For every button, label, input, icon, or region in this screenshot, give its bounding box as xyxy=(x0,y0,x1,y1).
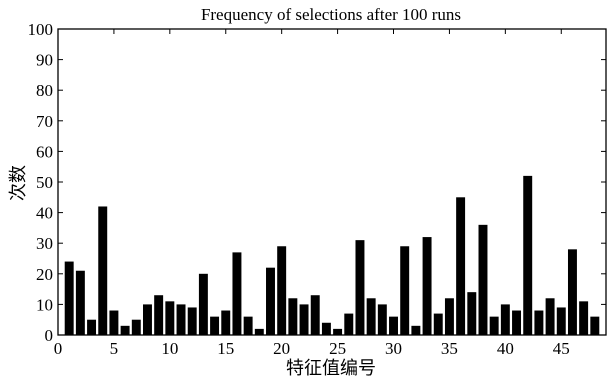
bar-47 xyxy=(579,301,589,335)
bar-16 xyxy=(232,252,242,335)
bars-group xyxy=(64,175,600,335)
bar-45 xyxy=(556,307,566,335)
y-tick-label-70: 70 xyxy=(36,112,53,131)
y-tick-label-50: 50 xyxy=(36,173,53,192)
bar-24 xyxy=(321,322,331,335)
bar-3 xyxy=(87,319,97,335)
y-tick-label-30: 30 xyxy=(36,234,53,253)
bar-34 xyxy=(433,313,443,335)
bar-4 xyxy=(98,206,108,335)
bar-43 xyxy=(534,310,544,335)
bar-35 xyxy=(444,298,454,335)
x-tick-label-15: 15 xyxy=(217,339,234,358)
y-tick-label-100: 100 xyxy=(28,20,54,39)
x-tick-label-20: 20 xyxy=(273,339,290,358)
y-tick-label-20: 20 xyxy=(36,265,53,284)
y-tick-label-10: 10 xyxy=(36,295,53,314)
x-tick-label-30: 30 xyxy=(385,339,402,358)
bar-9 xyxy=(154,295,164,335)
bar-7 xyxy=(131,319,141,335)
bar-28 xyxy=(366,298,376,335)
x-tick-label-0: 0 xyxy=(54,339,63,358)
x-tick-label-35: 35 xyxy=(441,339,458,358)
bar-32 xyxy=(411,325,421,335)
bar-12 xyxy=(187,307,197,335)
bar-42 xyxy=(523,175,533,335)
bar-40 xyxy=(500,304,510,335)
bar-15 xyxy=(221,310,231,335)
bar-14 xyxy=(210,316,220,335)
bar-36 xyxy=(456,197,466,335)
y-tick-label-80: 80 xyxy=(36,81,53,100)
ticks-group: 0 5 10 15 20 25 30 35 40 45 0 10 20 30 40 50 60 70 80 90 100 xyxy=(28,20,606,358)
bar-6 xyxy=(120,325,130,335)
bar-20 xyxy=(277,246,287,335)
bar-18 xyxy=(254,328,264,335)
bar-46 xyxy=(567,249,577,335)
y-tick-label-0: 0 xyxy=(45,326,54,345)
x-tick-label-10: 10 xyxy=(161,339,178,358)
bar-27 xyxy=(355,240,365,335)
x-tick-label-5: 5 xyxy=(110,339,119,358)
x-tick-label-40: 40 xyxy=(497,339,514,358)
bar-1 xyxy=(64,261,74,335)
bar-2 xyxy=(75,270,85,335)
bar-39 xyxy=(489,316,499,335)
x-axis-label: 特征值编号 xyxy=(286,358,376,378)
x-tick-label-45: 45 xyxy=(553,339,570,358)
bar-37 xyxy=(467,292,477,335)
bar-23 xyxy=(310,295,320,335)
bar-44 xyxy=(545,298,555,335)
bar-30 xyxy=(389,316,398,335)
bar-41 xyxy=(512,310,522,335)
bar-21 xyxy=(288,298,298,335)
y-tick-label-60: 60 xyxy=(36,142,53,161)
bar-17 xyxy=(243,316,253,335)
bar-5 xyxy=(109,310,119,335)
bar-38 xyxy=(478,224,488,335)
bar-8 xyxy=(143,304,152,335)
bar-10 xyxy=(165,301,175,335)
y-tick-label-90: 90 xyxy=(36,51,53,70)
y-axis-label: 次数 xyxy=(8,165,29,201)
bar-13 xyxy=(198,273,208,335)
chart-title: Frequency of selections after 100 runs xyxy=(201,5,461,24)
y-tick-label-40: 40 xyxy=(36,204,53,223)
bar-48 xyxy=(590,316,600,335)
x-tick-label-25: 25 xyxy=(329,339,346,358)
bar-29 xyxy=(377,304,387,335)
bar-26 xyxy=(344,313,354,335)
bar-22 xyxy=(299,304,309,335)
bar-11 xyxy=(176,304,186,335)
bar-19 xyxy=(266,267,275,335)
bar-31 xyxy=(400,246,410,335)
bar-33 xyxy=(422,237,432,335)
